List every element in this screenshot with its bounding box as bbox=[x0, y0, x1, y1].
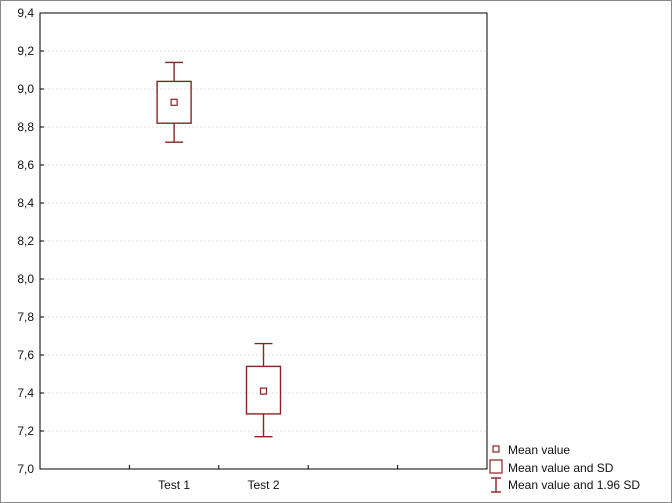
mean-point bbox=[259, 387, 268, 395]
x-tick-label: Test 2 bbox=[247, 478, 279, 492]
x-axis: Test 1 Test 2 bbox=[128, 465, 399, 492]
mean-point bbox=[170, 98, 178, 106]
y-tick-label: 9,0 bbox=[17, 82, 34, 96]
y-tick-label: 9,2 bbox=[17, 44, 34, 58]
y-axis: 7,0 7,2 7,4 7,6 7,8 8,0 8,2 8,4 8,6 8,8 9,0 9,2 9,4 bbox=[17, 6, 44, 476]
y-tick-label: 8,0 bbox=[17, 272, 34, 286]
legend-mean-symbol bbox=[492, 445, 500, 453]
legend-sd-label: Mean value and SD bbox=[508, 461, 614, 475]
x-tick-label: Test 1 bbox=[158, 478, 190, 492]
box-group bbox=[156, 61, 192, 143]
sd-box bbox=[245, 365, 282, 415]
legend-sd-symbol bbox=[489, 459, 503, 474]
legend-ci-symbol bbox=[491, 477, 501, 493]
sd-box bbox=[156, 80, 192, 124]
y-tick-label: 9,4 bbox=[17, 6, 34, 20]
box-marks bbox=[156, 61, 282, 438]
y-tick-label: 7,0 bbox=[17, 462, 34, 476]
y-tick-label: 8,4 bbox=[17, 196, 34, 210]
y-tick-label: 7,8 bbox=[17, 310, 34, 324]
y-tick-label: 8,2 bbox=[17, 234, 34, 248]
legend-mean-label: Mean value bbox=[508, 443, 570, 457]
y-tick-label: 7,4 bbox=[17, 386, 34, 400]
box-group bbox=[245, 342, 282, 438]
y-tick-label: 8,6 bbox=[17, 158, 34, 172]
y-tick-label: 7,2 bbox=[17, 424, 34, 438]
grid-lines bbox=[40, 50, 487, 432]
y-tick-label: 7,6 bbox=[17, 348, 34, 362]
legend: Mean value Mean value and SD Mean value … bbox=[489, 443, 640, 493]
y-tick-label: 8,8 bbox=[17, 120, 34, 134]
legend-ci-label: Mean value and 1.96 SD bbox=[508, 478, 640, 492]
plot-area bbox=[39, 12, 488, 470]
